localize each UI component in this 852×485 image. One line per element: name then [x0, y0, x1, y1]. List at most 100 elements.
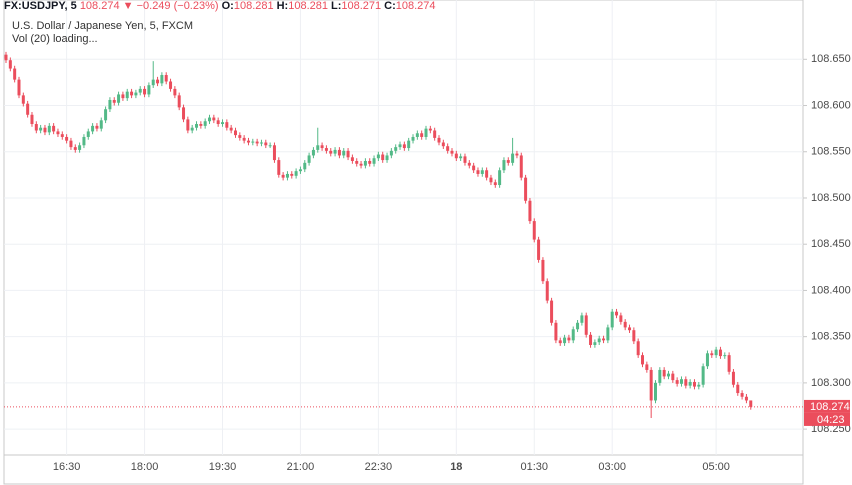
candle-body	[329, 150, 333, 154]
candle-body	[290, 173, 294, 176]
candle-body	[606, 327, 610, 341]
candle-body	[177, 95, 181, 108]
stat-value: 108.274	[395, 0, 436, 12]
candle-body	[493, 182, 497, 186]
candle-body	[692, 381, 696, 387]
candle-body	[662, 369, 666, 377]
candle-body	[389, 150, 393, 156]
candle-body	[476, 170, 480, 174]
x-tick-label: 18	[450, 461, 462, 473]
candle-body	[394, 147, 398, 151]
candles	[4, 51, 803, 419]
grid	[4, 0, 803, 455]
candle-body	[731, 371, 735, 385]
candle-body	[437, 137, 441, 143]
candle-body	[242, 137, 246, 141]
candle-body	[311, 149, 315, 156]
candle-body	[238, 135, 242, 138]
volume-label: Vol (20) loading...	[12, 33, 98, 45]
candle-body	[454, 153, 458, 159]
candle-body	[407, 140, 411, 149]
candle-body	[121, 94, 125, 99]
candle-body	[272, 145, 276, 161]
candle-body	[337, 149, 341, 156]
candle-body	[580, 315, 584, 323]
candle-body	[169, 81, 173, 89]
candle-body	[459, 156, 463, 159]
header-row: FX:USDJPY, 5 108.274 ▼ −0.249 (−0.23%) O…	[4, 0, 439, 13]
x-tick-label: 05:00	[702, 461, 730, 473]
candle-body	[671, 373, 675, 381]
ohlc-stats: O:108.281 H:108.281 L:108.271 C:108.274	[222, 0, 439, 12]
candle-body	[143, 88, 147, 95]
candle-body	[450, 150, 454, 154]
x-tick-label: 19:30	[209, 461, 237, 473]
candle-body	[346, 150, 350, 158]
candle-body	[30, 114, 34, 125]
candle-body	[212, 117, 216, 121]
candle-body	[95, 125, 99, 129]
legend-header: FX:USDJPY, 5 108.274 ▼ −0.249 (−0.23%) O…	[4, 0, 439, 13]
candle-body	[485, 170, 489, 178]
candle-body	[108, 99, 112, 110]
candle-body	[65, 136, 69, 141]
candle-body	[563, 337, 567, 344]
x-tick-label: 01:30	[520, 461, 548, 473]
candle-body	[281, 174, 285, 178]
stat-value: 108.281	[288, 0, 328, 12]
candle-body	[541, 259, 545, 282]
candle-body	[160, 75, 164, 84]
candle-body	[26, 103, 30, 115]
candle-body	[558, 340, 562, 344]
y-tick-label: 108.400	[811, 284, 851, 296]
candle-body	[39, 127, 43, 131]
x-tick-label: 21:00	[287, 461, 315, 473]
candle-body	[398, 144, 402, 148]
candle-body	[710, 353, 714, 356]
candle-body	[679, 379, 683, 384]
arrow: ▼	[122, 0, 134, 12]
plot-frame	[3, 0, 804, 456]
candle-body	[21, 95, 25, 104]
candle-body	[117, 94, 121, 103]
candle-body	[246, 140, 250, 143]
candle-body	[221, 122, 224, 125]
candle-body	[411, 136, 415, 141]
candle-body	[225, 122, 229, 128]
candle-body	[381, 154, 385, 161]
candle-body	[320, 145, 324, 149]
candle-body	[156, 79, 160, 84]
candle-body	[125, 91, 129, 99]
candle-body	[597, 338, 601, 343]
y-tick-label: 108.500	[811, 192, 851, 204]
candle-body	[43, 127, 47, 133]
candle-body	[259, 142, 263, 144]
candle-body	[186, 119, 190, 131]
candle-body	[550, 300, 554, 323]
candle-body	[47, 125, 51, 133]
candle-body	[285, 173, 289, 178]
candle-body	[528, 200, 532, 222]
candle-body	[4, 54, 8, 61]
candle-body	[684, 379, 688, 386]
candle-body	[359, 163, 363, 166]
candle-body	[641, 355, 645, 365]
candle-body	[615, 311, 619, 316]
candle-body	[688, 381, 692, 386]
candle-body	[233, 130, 237, 136]
y-tick-label: 108.250	[811, 423, 851, 435]
candle-body	[182, 107, 186, 120]
candle-body	[658, 369, 662, 383]
candle-body	[333, 149, 337, 154]
y-tick-label: 108.300	[811, 377, 851, 389]
candle-body	[363, 161, 367, 166]
stat-label: L:	[330, 0, 342, 12]
subtitle-block: U.S. Dollar / Japanese Yen, 5, FXCM Vol …	[12, 20, 193, 46]
candle-body	[73, 147, 77, 150]
candle-body	[524, 177, 528, 201]
candle-body	[472, 165, 476, 171]
candle-body	[610, 311, 614, 328]
candle-body	[537, 239, 541, 260]
candle-body	[134, 92, 138, 96]
candle-body	[350, 157, 354, 161]
